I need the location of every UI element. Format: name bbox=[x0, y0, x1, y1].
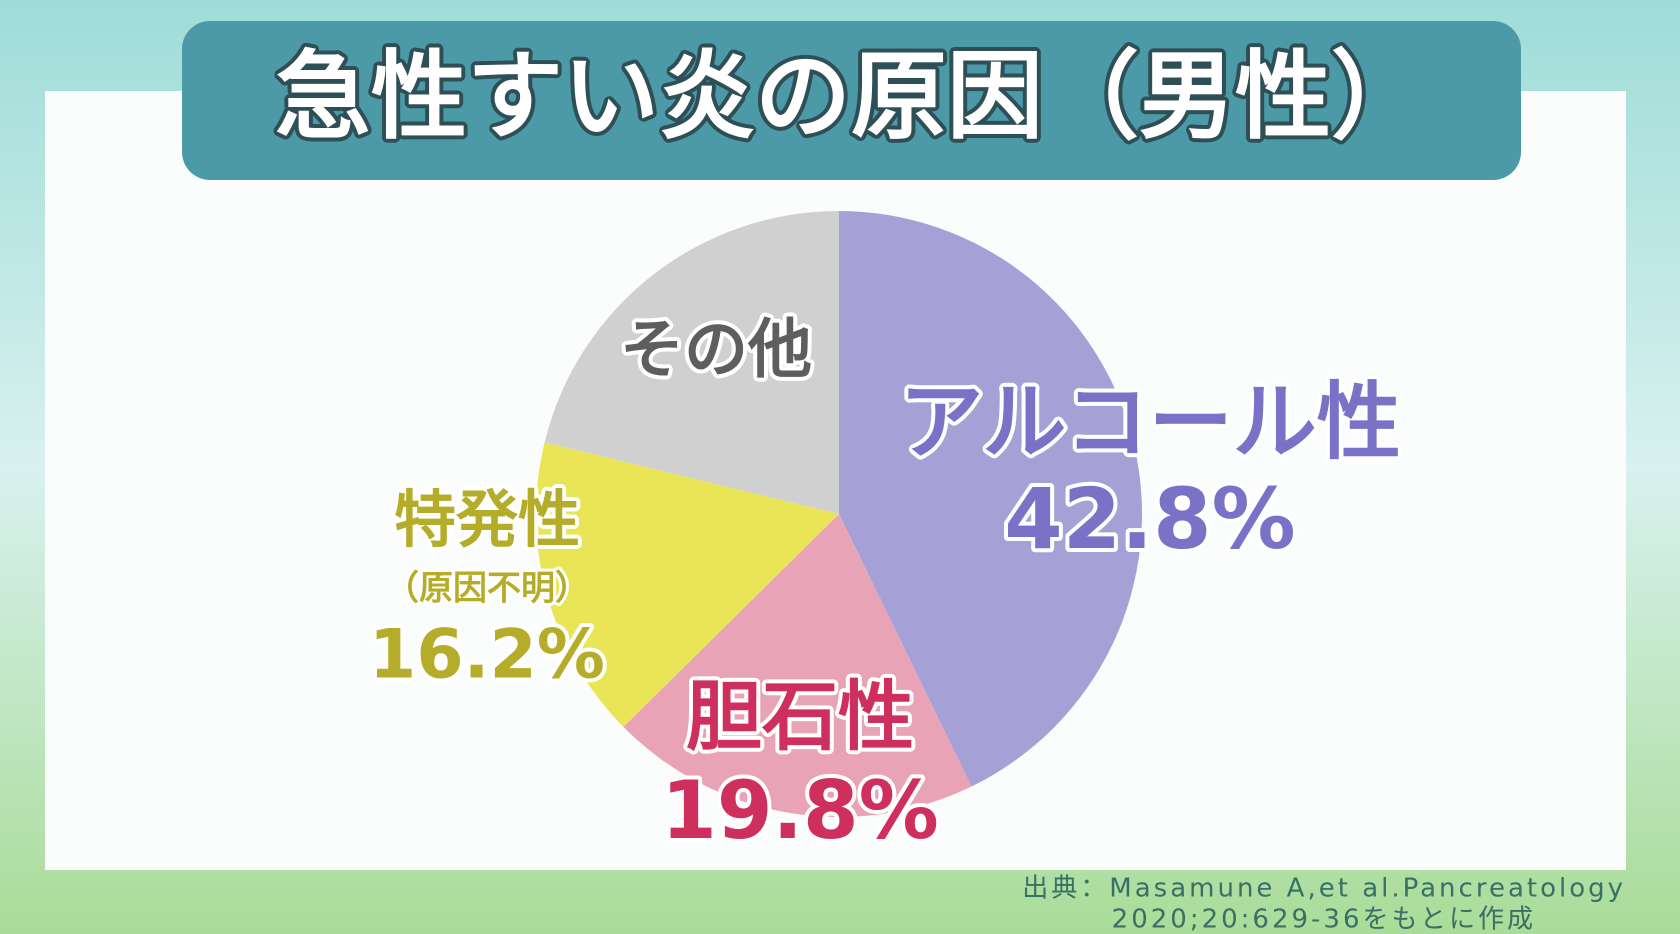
slice-note: （原因不明） bbox=[385, 569, 589, 609]
slice-label: 胆石性 bbox=[686, 672, 914, 761]
value-label: 19.8% bbox=[661, 764, 939, 857]
pie-slice bbox=[544, 211, 839, 514]
slice-label: 特発性 bbox=[394, 483, 580, 556]
pie-slice bbox=[839, 211, 1142, 787]
title-box bbox=[182, 21, 1521, 180]
value-label: 42.8% bbox=[1004, 470, 1295, 568]
pie bbox=[536, 211, 1142, 818]
pie-slice bbox=[623, 514, 972, 818]
value-label: 16.2% bbox=[369, 616, 605, 695]
slice-label: その他 bbox=[620, 314, 812, 388]
pie-slice bbox=[536, 442, 839, 727]
source-line: 2020;20:629-36をもとに作成 bbox=[1112, 905, 1536, 934]
source-line: 出典：Masamune A,et al.Pancreatology bbox=[1022, 874, 1626, 904]
slice-label: アルコール性 bbox=[899, 373, 1400, 471]
chart-title: 急性すい炎の原因（男性） bbox=[275, 40, 1427, 152]
